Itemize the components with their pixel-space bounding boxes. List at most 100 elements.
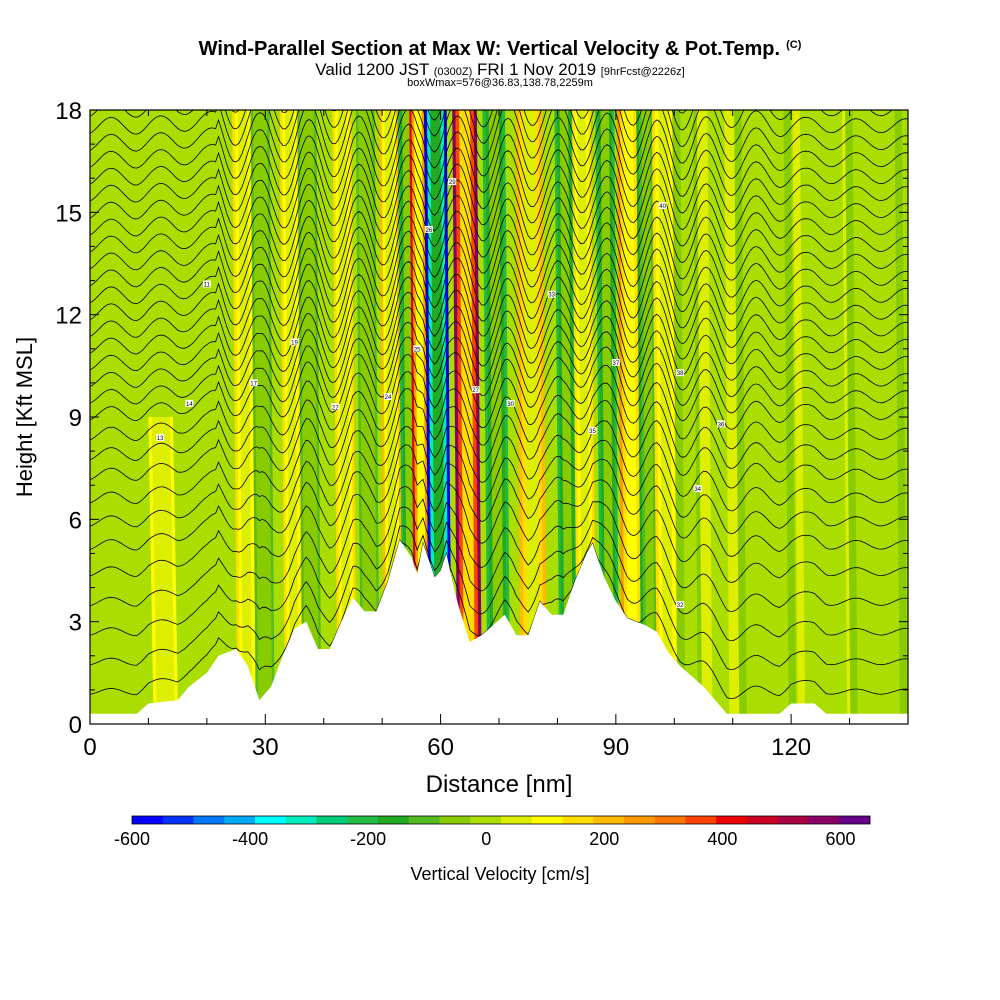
isentrope-label-box	[383, 393, 392, 401]
isentrope-label-text: 36	[718, 422, 725, 428]
velocity-band	[155, 417, 172, 724]
velocity-band	[680, 110, 699, 724]
y-tick-label: 3	[69, 610, 82, 637]
isentrope-line	[90, 0, 908, 63]
isentrope-label: 17	[249, 379, 258, 387]
colorbar-swatch	[255, 816, 287, 824]
isentrope-line	[90, 261, 908, 348]
isentrope-label-text: 13	[157, 436, 164, 442]
colorbar-label: Vertical Velocity [cm/s]	[410, 864, 589, 884]
isentrope-line	[90, 321, 908, 414]
isentrope-label-box	[185, 399, 194, 407]
isentrope-label-text: 40	[659, 204, 666, 210]
isentrope-label-box	[547, 290, 556, 298]
isentrope-layer	[90, 0, 908, 700]
isentrope-label: 30	[506, 399, 515, 408]
colorbar-swatch	[839, 816, 871, 824]
isentrope-label-text: 25	[414, 347, 421, 353]
colorbar-swatch	[162, 816, 194, 824]
colorbar-swatch	[531, 816, 563, 824]
isentrope-line	[90, 200, 908, 281]
isentrope-label: 25	[413, 345, 422, 353]
isentrope-line	[90, 506, 908, 642]
isentrope-label-box	[658, 202, 667, 210]
colorbar-swatch	[716, 816, 748, 824]
velocity-band	[360, 110, 375, 724]
velocity-band	[658, 110, 674, 724]
velocity-band	[522, 110, 540, 724]
isentrope-line	[90, 486, 908, 612]
isentrope-label-text: 11	[204, 282, 211, 288]
isentrope-label: 22	[331, 403, 340, 411]
isentrope-line	[90, 426, 908, 535]
colorbar-swatch	[470, 816, 502, 824]
colorbar-swatch	[593, 816, 625, 824]
isentrope-line	[90, 0, 908, 29]
isentrope-label-text: 32	[677, 603, 684, 609]
isentrope-label-box	[331, 403, 340, 411]
isentrope-line	[90, 123, 908, 197]
isentrope-label-box	[506, 399, 515, 407]
velocity-band	[808, 110, 839, 724]
isentrope-line	[90, 110, 908, 147]
isentrope-label: 33	[547, 290, 556, 299]
isentrope-line	[90, 306, 908, 397]
isentrope-line	[90, 291, 908, 381]
isentrope-line	[90, 0, 908, 13]
velocity-band	[237, 110, 253, 724]
velocity-band	[285, 110, 299, 724]
terrain-layer	[90, 539, 908, 724]
isentrope-label: 19	[290, 338, 299, 346]
colorbar-tick-label: -400	[232, 829, 268, 849]
isentrope-label-box	[588, 427, 597, 435]
isentrope-label-box	[693, 485, 702, 493]
y-tick-label: 9	[69, 405, 82, 432]
y-axis-label: Height [Kft MSL]	[12, 337, 37, 497]
isentrope-line	[90, 245, 908, 332]
velocity-band	[488, 110, 505, 724]
isentrope-label-layer: 13 14 11 17 19 22 24 25 26 29 27 30 33 35 37 40 38 36 34 32	[156, 178, 726, 609]
x-axis-label: Distance [nm]	[426, 771, 573, 798]
isentrope-line	[90, 154, 908, 230]
isentrope-line	[90, 444, 908, 557]
isentrope-label-text: 34	[694, 487, 701, 493]
isentrope-line	[90, 538, 908, 700]
isentrope-label-text: 30	[507, 402, 514, 408]
isentrope-label: 26	[424, 225, 433, 234]
x-tick-label: 90	[603, 734, 630, 761]
y-tick-label: 15	[55, 200, 82, 227]
isentrope-line	[90, 185, 908, 264]
isentrope-label-text: 33	[548, 293, 555, 299]
velocity-band	[255, 110, 270, 724]
isentrope-line	[90, 230, 908, 315]
isentrope-label-text: 24	[385, 395, 392, 401]
isentrope-label: 24	[383, 393, 392, 401]
isentrope-label-text: 17	[250, 381, 257, 387]
isentrope-label-box	[424, 225, 433, 233]
isentrope-label: 40	[658, 202, 667, 210]
colorbar-tick-label: 200	[589, 829, 619, 849]
colorbar-swatch	[316, 816, 348, 824]
colorbar-swatch	[501, 816, 533, 824]
y-tick-label: 6	[69, 507, 82, 534]
isentrope-line	[90, 464, 908, 583]
velocity-band	[302, 110, 317, 724]
isentrope-label-box	[156, 433, 165, 441]
y-tick-label: 0	[69, 712, 82, 739]
isentrope-label-box	[676, 601, 685, 609]
isentrope-label-text: 29	[449, 180, 456, 186]
isentrope-line	[90, 29, 908, 96]
isentrope-label-box	[448, 178, 457, 186]
y-tick-label: 18	[55, 98, 82, 125]
isentrope-line	[90, 110, 908, 164]
isentrope-label-box	[471, 386, 480, 394]
isentrope-label-text: 22	[332, 405, 339, 411]
colorbar-tick-label: 400	[707, 829, 737, 849]
isentrope-label-box	[290, 338, 299, 346]
isentrope-line	[90, 13, 908, 80]
chart-subtitle: Valid 1200 JST (0300Z) FRI 1 Nov 2019 [9…	[315, 60, 685, 79]
isentrope-label-text: 26	[426, 228, 433, 234]
colorbar-swatch	[347, 816, 379, 824]
isentrope-label-text: 14	[186, 402, 193, 408]
